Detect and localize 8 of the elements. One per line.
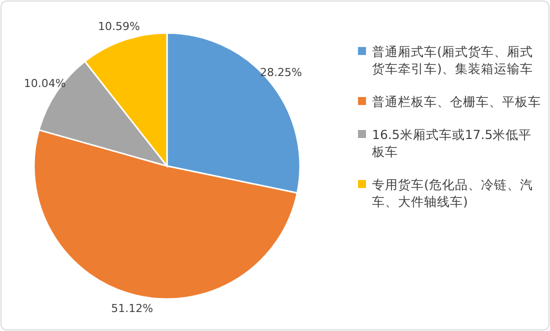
- data-label: 10.04%: [24, 77, 66, 90]
- legend-label: 专用货车(危化品、冷链、汽车、大件轴线车): [372, 177, 533, 209]
- data-label: 51.12%: [111, 302, 154, 315]
- data-label: 10.59%: [98, 20, 140, 34]
- legend-label: 普通栏板车、仓栅车、平板车: [372, 94, 541, 109]
- legend-label: 16.5米厢式车或17.5米低平板车: [371, 127, 532, 159]
- legend-label: 普通厢式车(厢式货车、厢式货车牵引车)、集装箱运输车: [372, 44, 533, 76]
- data-label: 28.25%: [260, 66, 302, 80]
